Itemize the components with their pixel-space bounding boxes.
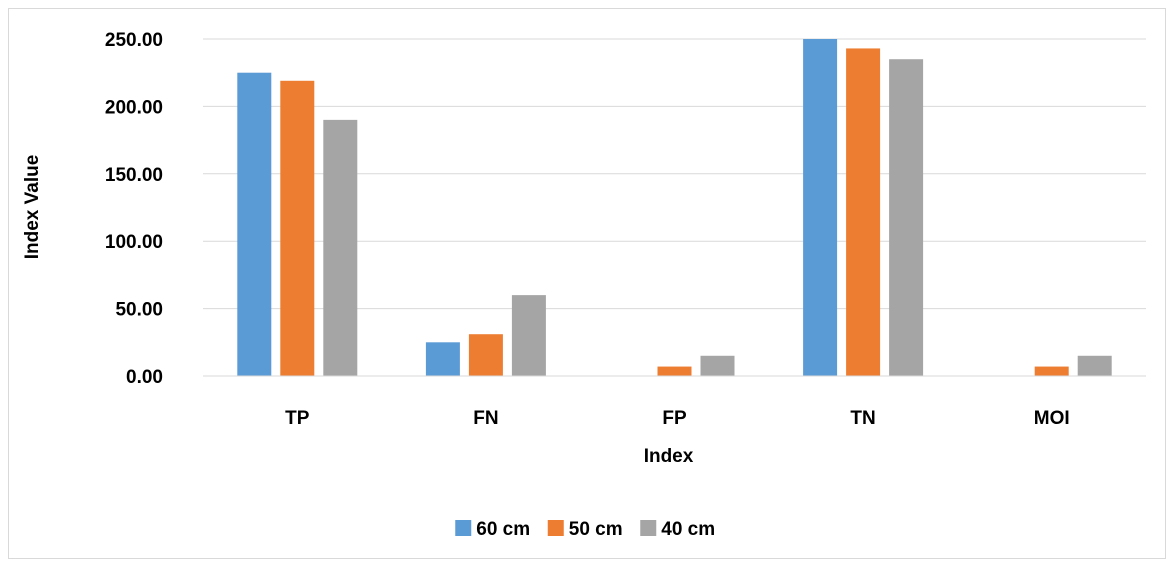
x-tick-label: MOI [1034, 408, 1070, 429]
legend-swatch [455, 520, 472, 536]
bar-60-cm-FN [425, 342, 460, 376]
x-tick-label: FP [662, 408, 687, 429]
chart-frame [8, 8, 1166, 559]
legend: 60 cm 50 cm 40 cm [455, 519, 715, 540]
x-tick-label: TP [285, 408, 310, 429]
y-tick-label: 100.00 [105, 232, 163, 253]
legend-item-40-cm: 40 cm [640, 519, 715, 540]
legend-item-60-cm: 60 cm [455, 519, 530, 540]
y-tick-label: 200.00 [105, 97, 163, 118]
bar-60-cm-TP [237, 72, 272, 376]
bars [237, 39, 1112, 377]
bar-40-cm-FN [511, 295, 546, 376]
y-tick-label: 250.00 [105, 30, 163, 51]
y-axis-title: Index Value [22, 155, 43, 260]
bar-40-cm-TP [323, 119, 358, 376]
legend-swatch [640, 520, 657, 536]
y-tick-label: 50.00 [115, 300, 163, 321]
gridlines [203, 38, 1146, 310]
legend-label: 40 cm [661, 519, 715, 540]
bar-50-cm-MOI [1034, 366, 1069, 376]
bar-60-cm-TN [803, 39, 838, 376]
y-tick-label: 0.00 [126, 367, 163, 388]
y-tick-label: 150.00 [105, 165, 163, 186]
bar-40-cm-MOI [1077, 355, 1112, 376]
legend-label: 50 cm [569, 519, 623, 540]
legend-item-50-cm: 50 cm [547, 519, 623, 540]
x-axis-title: Index [644, 446, 694, 467]
bar-50-cm-TP [280, 80, 315, 377]
legend-swatch [547, 520, 564, 536]
x-tick-label: FN [473, 408, 498, 429]
x-tick-label: TN [850, 408, 875, 429]
bar-40-cm-TN [889, 59, 924, 376]
bar-50-cm-FP [657, 366, 692, 376]
x-axis-ticks: TP FN FP TN MOI [285, 408, 1069, 429]
bar-50-cm-TN [846, 48, 881, 376]
bar-40-cm-FP [700, 355, 735, 376]
legend-label: 60 cm [476, 519, 530, 540]
y-axis-ticks: 0.00 50.00 100.00 150.00 200.00 250.00 [105, 30, 163, 388]
bar-50-cm-FN [468, 334, 503, 376]
